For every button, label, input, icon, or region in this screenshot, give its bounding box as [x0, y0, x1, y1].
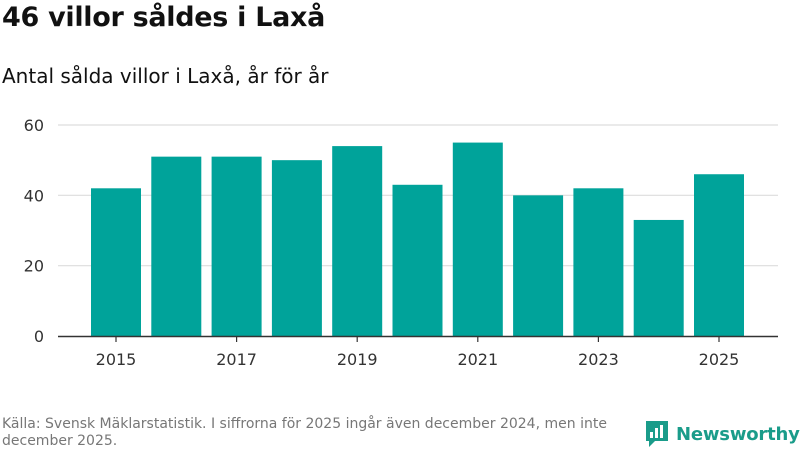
bar-2015	[91, 188, 141, 336]
source-note: Källa: Svensk Mäklarstatistik. I siffror…	[2, 416, 607, 449]
x-tick-label: 2021	[457, 350, 498, 369]
bar-2020	[392, 184, 443, 336]
bar-2018	[271, 160, 322, 336]
newsworthy-logo[interactable]: Newsworthy	[644, 419, 800, 449]
y-tick-label: 20	[24, 257, 44, 276]
y-axis-ticks: 0 20 40 60	[24, 116, 44, 346]
chart-title: 46 villor såldes i Laxå	[2, 2, 326, 33]
x-axis-ticks: 2015 2017 2019 2021 2023 2025	[96, 336, 740, 369]
bars	[91, 142, 744, 336]
bar-2023	[573, 188, 624, 336]
x-tick-label: 2023	[578, 350, 619, 369]
x-tick-label: 2019	[337, 350, 378, 369]
bar-2019	[332, 146, 383, 336]
chart-subtitle: Antal sålda villor i Laxå, år för år	[2, 64, 329, 88]
y-tick-label: 40	[24, 186, 44, 205]
x-tick-label: 2015	[96, 350, 137, 369]
bar-2022	[513, 195, 564, 336]
bar-2024	[633, 219, 684, 336]
bar-2021	[452, 142, 503, 336]
bar-chart: 0 20 40 60 2015 2017 2019 2021 2023 2025	[24, 116, 778, 369]
bar-2025	[694, 174, 744, 336]
newsworthy-logo-icon	[646, 421, 668, 447]
y-tick-label: 60	[24, 116, 44, 135]
x-tick-label: 2017	[216, 350, 257, 369]
x-tick-label: 2025	[699, 350, 740, 369]
bar-2016	[151, 156, 202, 336]
bar-2017	[211, 156, 262, 336]
logo-text: Newsworthy	[676, 423, 800, 445]
y-tick-label: 0	[34, 327, 44, 346]
